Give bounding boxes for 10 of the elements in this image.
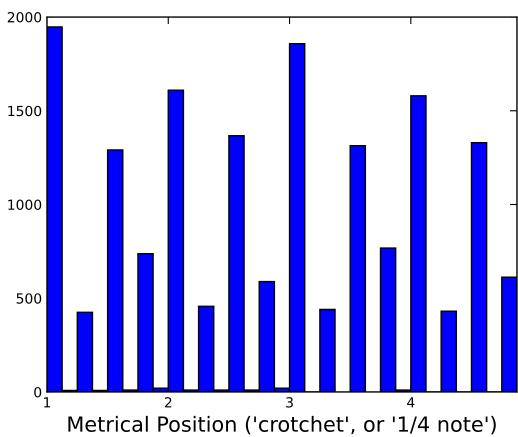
y-tick-label: 0 [34,386,42,398]
y-tick-label: 2000 [8,12,42,23]
x-tick-label: 3 [286,397,293,408]
x-tick-label: 1 [44,397,50,408]
y-tick-label: 1500 [8,106,42,116]
x-axis-title: Metrical Position ('crotchet', or '1/4 note') [68,416,496,434]
y-tick-label: 1000 [8,199,42,210]
y-tick-label: 500 [16,293,42,304]
x-tick-label: 2 [164,397,172,408]
x-tick-label: 4 [407,397,414,408]
